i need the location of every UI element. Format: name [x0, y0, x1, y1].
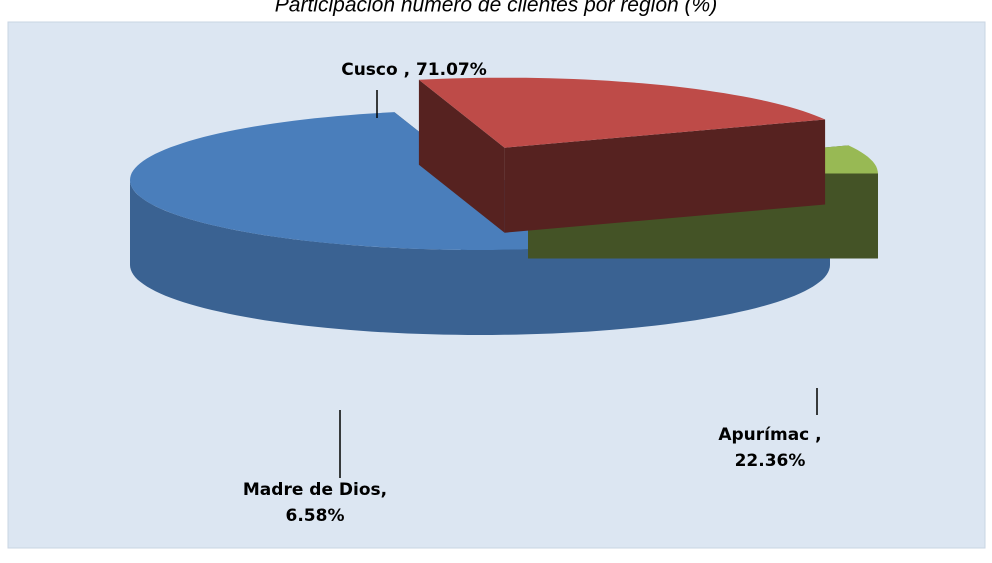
data-label: Apurímac , 22.36% — [718, 425, 821, 471]
chart-title: Participación número de clientes por reg… — [275, 0, 717, 17]
slice-wall — [130, 180, 830, 335]
slice-side — [418, 79, 505, 233]
slice — [418, 77, 826, 148]
data-label: Madre de Dios, 6.58% — [243, 480, 387, 526]
slice-side — [504, 119, 826, 233]
data-label: Cusco , 71.07% — [341, 60, 487, 80]
